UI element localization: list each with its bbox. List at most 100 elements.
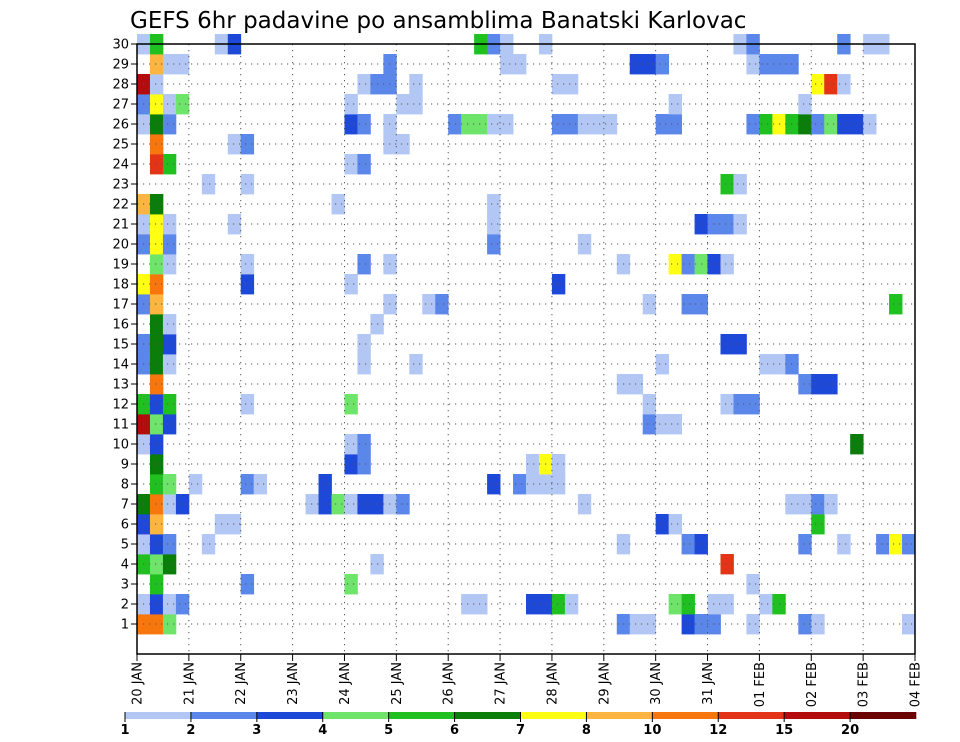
precip-cell	[357, 254, 371, 275]
precip-cell	[318, 494, 332, 515]
y-tick-label: 1	[121, 618, 129, 633]
precip-cell	[344, 274, 358, 295]
precip-cell	[435, 294, 449, 315]
precip-cell	[668, 414, 682, 435]
precip-cell	[162, 214, 177, 235]
precip-cell	[162, 234, 177, 255]
precip-cell	[487, 194, 501, 215]
y-tick-label: 7	[121, 498, 129, 513]
precip-cell	[850, 434, 864, 455]
precip-cell	[149, 574, 164, 595]
precip-cell	[824, 494, 838, 515]
precip-cell	[149, 114, 164, 135]
x-tick-label: 01 FEB	[753, 662, 768, 707]
precip-cell	[746, 114, 760, 135]
x-tick-label: 20 JAN	[131, 662, 146, 705]
precip-cell	[240, 394, 255, 415]
precip-cell	[240, 134, 255, 155]
precip-cell	[227, 514, 242, 535]
precip-cell	[551, 274, 566, 295]
precip-cell	[149, 254, 164, 275]
colorbar-segment	[454, 712, 521, 719]
precip-cell	[655, 54, 670, 75]
precip-cell	[149, 294, 164, 315]
precip-cell	[642, 614, 657, 635]
precip-cell	[798, 614, 812, 635]
y-tick-label: 17	[112, 298, 129, 313]
precip-cell	[513, 474, 527, 495]
y-tick-label: 20	[112, 238, 129, 253]
precip-cell	[681, 254, 695, 275]
precip-cell	[720, 254, 734, 275]
y-tick-label: 15	[112, 338, 129, 353]
precip-cell	[577, 494, 592, 515]
precip-cell	[551, 74, 566, 95]
precip-cell	[577, 114, 592, 135]
precip-cell	[149, 494, 164, 515]
y-tick-label: 26	[112, 118, 129, 133]
colorbar-label: 10	[643, 723, 661, 738]
precip-cell	[564, 74, 579, 95]
colorbar-segment	[784, 712, 851, 719]
precip-cell	[149, 334, 164, 355]
precip-cell	[149, 54, 164, 75]
precip-cell	[733, 174, 747, 195]
precip-cell	[681, 594, 695, 615]
precip-cell	[162, 554, 177, 575]
x-tick-label: 02 FEB	[805, 662, 820, 707]
precip-cell	[526, 454, 540, 475]
colorbar: 1 2 3 4 5 6 7 8 10 12 15 20	[120, 712, 917, 738]
precip-cell	[720, 334, 734, 355]
precip-cell	[798, 534, 812, 555]
y-tick-label: 2	[121, 598, 129, 613]
precip-cell	[162, 494, 177, 515]
y-tick-label: 10	[112, 438, 129, 453]
precip-cell	[188, 474, 203, 495]
precip-cell	[889, 534, 903, 555]
y-tick-label: 23	[112, 178, 129, 193]
precip-cell	[357, 434, 371, 455]
precip-cell	[201, 174, 216, 195]
y-tick-label: 16	[112, 318, 129, 333]
precip-cell	[487, 234, 501, 255]
precip-cell	[162, 54, 177, 75]
precip-cell	[733, 394, 747, 415]
precip-cell	[396, 94, 410, 115]
precip-cell	[811, 114, 825, 135]
plot-area	[137, 44, 915, 654]
y-tick-label: 13	[112, 378, 129, 393]
precip-cell	[227, 214, 242, 235]
x-tick-label: 31 JAN	[701, 662, 716, 705]
precip-cell	[681, 534, 695, 555]
precip-cell	[837, 534, 851, 555]
precip-cell	[733, 334, 747, 355]
x-tick-label: 23 JAN	[286, 662, 301, 705]
precip-cell	[824, 114, 838, 135]
precip-cell	[344, 114, 358, 135]
precip-cell	[681, 294, 695, 315]
precip-cell	[162, 254, 177, 275]
precip-cell	[746, 614, 760, 635]
precip-cell	[149, 534, 164, 555]
precip-cell	[162, 594, 177, 615]
precip-cell	[487, 114, 501, 135]
precip-cell	[149, 434, 164, 455]
y-tick-label: 3	[121, 578, 129, 593]
precip-cell	[629, 374, 644, 395]
precip-cell	[707, 614, 721, 635]
precip-cell	[149, 594, 164, 615]
y-tick-label: 11	[112, 418, 129, 433]
precip-cell	[240, 474, 255, 495]
precip-cell	[149, 554, 164, 575]
precip-cell	[720, 174, 734, 195]
precip-cell	[850, 114, 864, 135]
x-tick-label: 25 JAN	[390, 662, 405, 705]
precip-cell	[344, 494, 358, 515]
y-tick-label: 29	[112, 58, 129, 73]
precip-cell	[889, 294, 903, 315]
precip-cell	[149, 614, 164, 635]
colorbar-label: 4	[318, 723, 327, 738]
precip-cell	[824, 74, 838, 95]
precip-cell	[175, 494, 190, 515]
